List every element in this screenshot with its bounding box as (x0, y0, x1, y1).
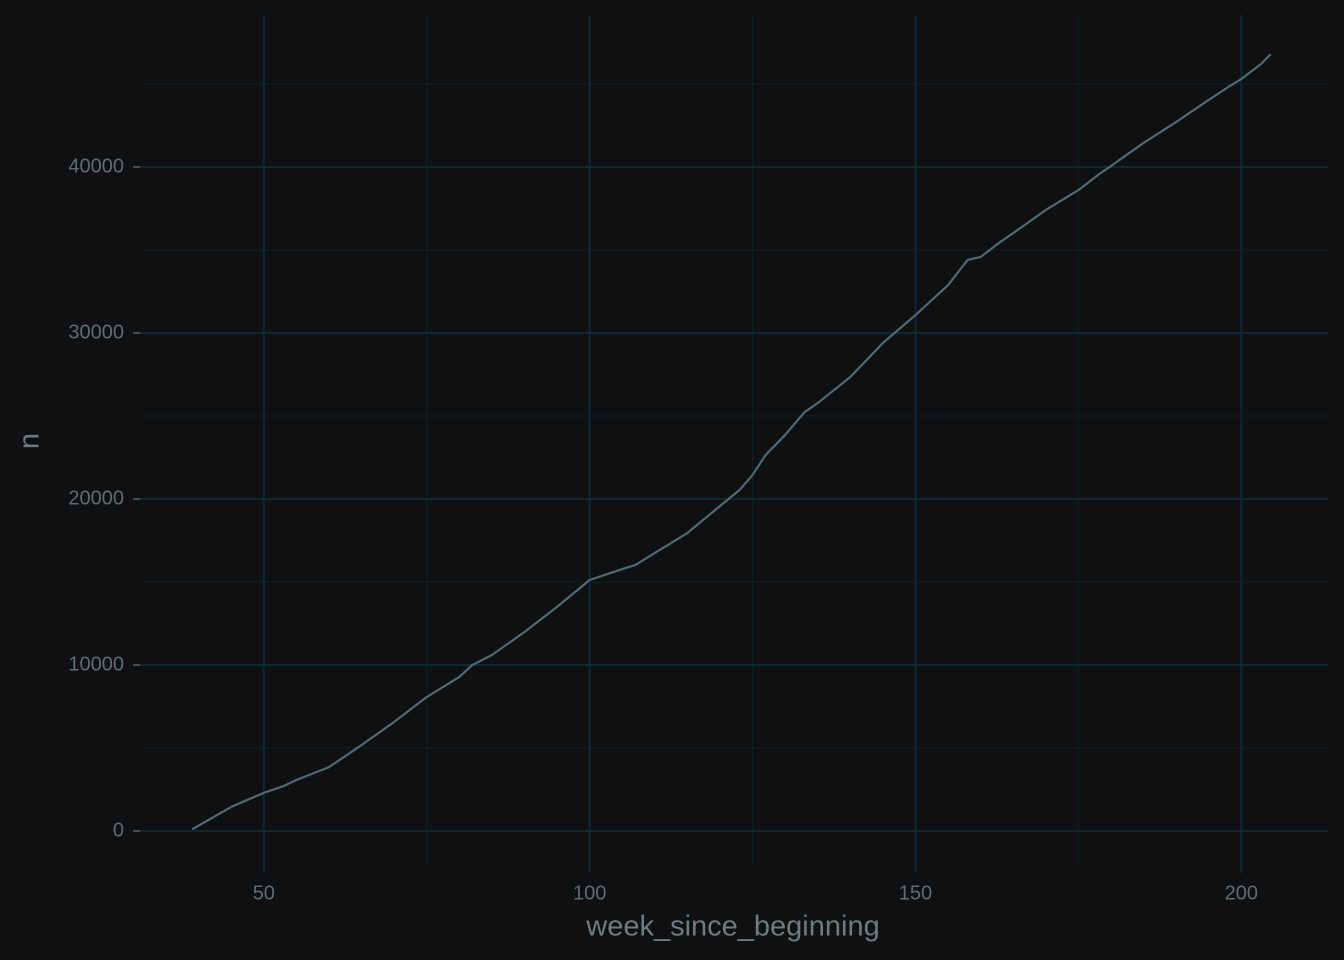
y-tick-label: 0 (113, 819, 124, 841)
x-tick-label: 100 (573, 882, 606, 904)
y-axis-title: n (14, 433, 46, 449)
x-axis-title: week_since_beginning (585, 911, 879, 943)
data-line (191, 53, 1272, 831)
y-tick-label: 20000 (68, 487, 124, 509)
y-tick-label: 40000 (68, 155, 124, 177)
x-tick-label: 50 (253, 882, 275, 904)
x-tick-label: 150 (899, 882, 932, 904)
x-tick-label: 200 (1225, 882, 1258, 904)
y-tick-label: 30000 (68, 321, 124, 343)
y-tick-label: 10000 (68, 653, 124, 675)
